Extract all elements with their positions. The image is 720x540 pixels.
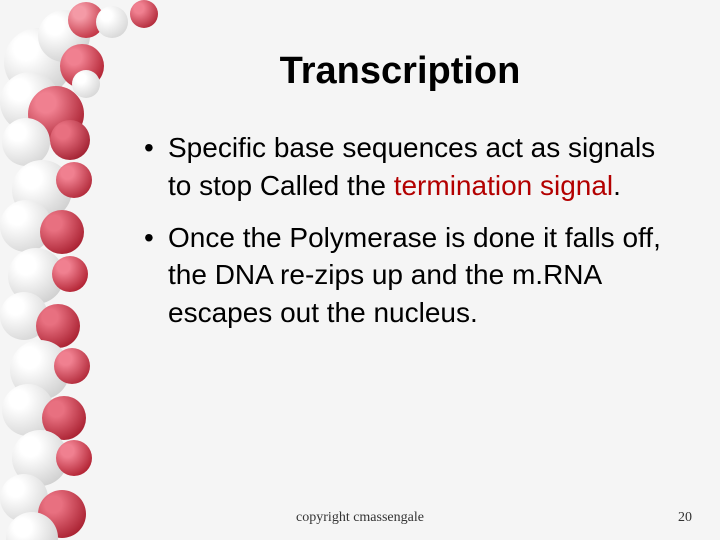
decorative-sphere	[2, 118, 50, 166]
bullet-text-pre: Once the Polymerase is done it falls off…	[168, 222, 661, 329]
decorative-sphere	[96, 6, 128, 38]
decorative-sphere	[52, 256, 88, 292]
decorative-sphere	[56, 162, 92, 198]
decorative-sphere	[56, 440, 92, 476]
bullet-item: Once the Polymerase is done it falls off…	[144, 219, 680, 332]
slide-title: Transcription	[120, 50, 680, 93]
decorative-sphere	[50, 120, 90, 160]
bullet-text-post: .	[613, 170, 621, 201]
slide: Transcription Specific base sequences ac…	[0, 0, 720, 540]
decorative-sphere	[54, 348, 90, 384]
decorative-sphere	[72, 70, 100, 98]
decorative-sphere	[40, 210, 84, 254]
page-number: 20	[678, 510, 692, 526]
slide-content: Transcription Specific base sequences ac…	[120, 50, 680, 500]
bullet-item: Specific base sequences act as signals t…	[144, 129, 680, 205]
decorative-sphere	[130, 0, 158, 28]
bullet-list: Specific base sequences act as signals t…	[120, 129, 680, 332]
copyright-footer: copyright cmassengale	[0, 510, 720, 526]
bullet-text-highlight: termination signal	[394, 170, 613, 201]
